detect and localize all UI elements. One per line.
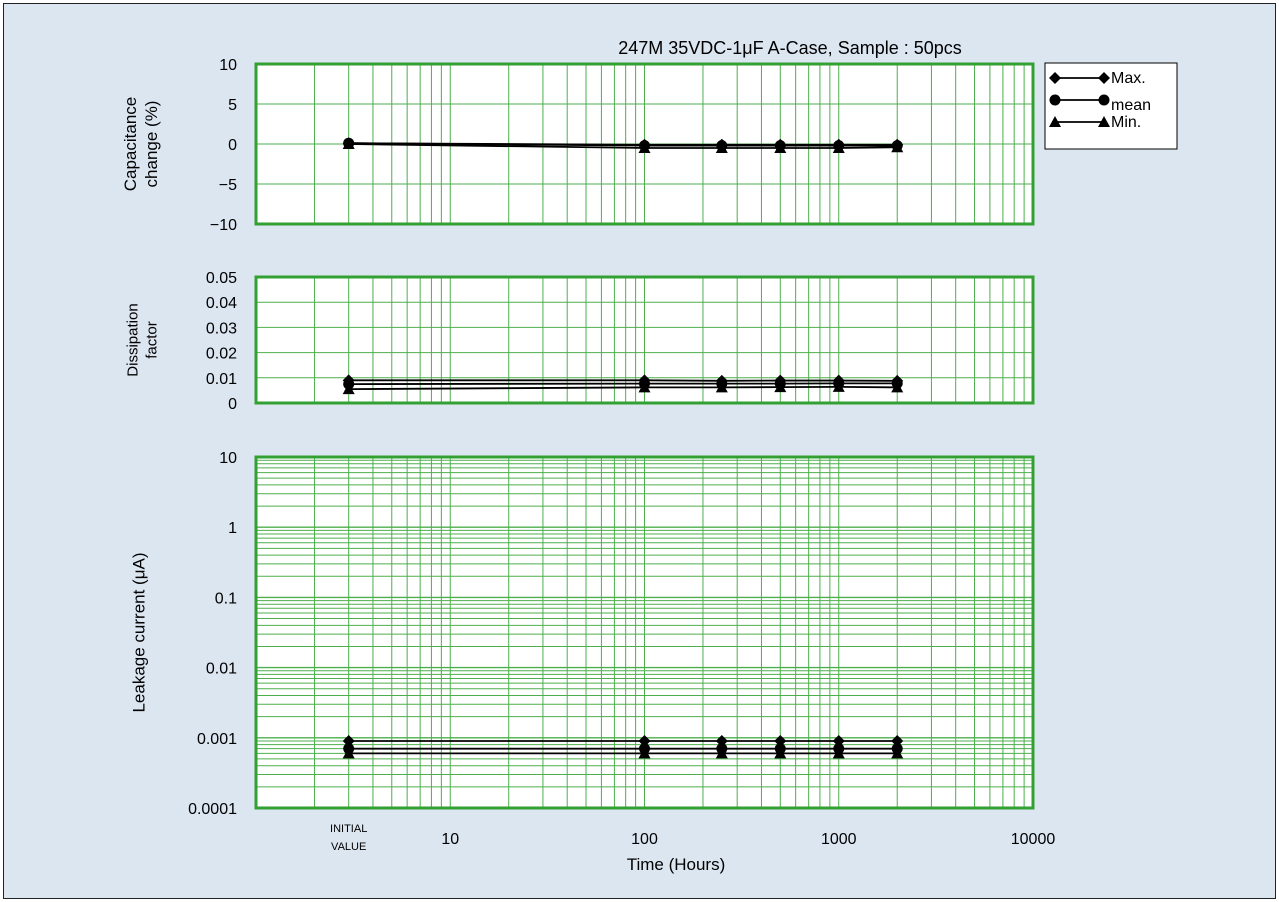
min-marker [774,381,787,393]
min-marker [891,747,904,759]
min-marker [638,142,651,153]
max-marker [638,735,651,748]
min-marker [342,383,355,395]
min-marker [891,141,904,153]
y-tick-label: 0 [228,137,237,154]
y-tick-label: 5 [228,97,237,114]
max-marker [1049,72,1061,84]
legend-label: mean [1111,97,1151,114]
min-marker [638,381,651,393]
min-marker [832,747,845,759]
mean-marker [1098,94,1110,106]
plot-border [254,275,1035,405]
x-tick-label: 10000 [1011,831,1056,848]
min-marker [715,142,728,153]
y-tick-label: 0.0001 [188,801,237,818]
y-tick-label: 0.05 [206,270,237,287]
min-marker [638,747,651,759]
min-marker [832,380,845,392]
y-tick-label: 0.01 [206,661,237,678]
y-axis-label: factor [143,321,160,359]
x-tick-label: 1000 [821,831,857,848]
y-tick-label: −5 [219,177,237,194]
x-tick-label: INITIAL [330,823,367,835]
y-axis-label: change (%) [142,101,161,188]
series-line [348,385,898,391]
series-line [348,379,898,382]
chart-frame: 10 5 0 −5 −10 Capacitance change (%) 0.05 0.04 0.… [3,3,1276,899]
x-axis-label: Time (Hours) [627,855,726,874]
y-tick-label: 0.04 [206,295,237,312]
y-tick-label: 10 [219,57,237,74]
min-marker [342,747,355,759]
max-marker [891,735,904,748]
y-tick-label: 0 [228,396,237,413]
legend-label: Max. [1111,70,1146,87]
x-tick-label: VALUE [331,841,366,853]
y-tick-label: 0.1 [215,590,237,607]
min-marker [715,747,728,759]
y-tick-label: 0.03 [206,320,237,337]
y-tick-label: 10 [219,450,237,467]
series-line [348,382,898,386]
x-tick-label: 10 [441,831,459,848]
min-marker [774,142,787,153]
min-marker [832,142,845,153]
max-marker [1098,72,1110,84]
min-marker [1049,116,1061,127]
mean-marker [1049,94,1061,106]
y-tick-label: 0.02 [206,346,237,363]
min-marker [891,381,904,393]
y-tick-label: 0.001 [197,731,237,748]
plot-border [254,62,1035,226]
chart-title: 247M 35VDC-1μF A-Case, Sample : 50pcs [618,38,962,58]
min-marker [1098,116,1110,127]
y-axis-label: Dissipation [124,303,141,376]
y-axis-label: Leakage current (μA) [129,552,148,712]
plot-border [254,455,1035,810]
y-tick-label: 1 [228,520,237,537]
y-tick-label: 0.01 [206,371,237,388]
x-tick-label: 100 [631,831,658,848]
legend-label: Min. [1111,114,1141,131]
min-marker [342,138,355,149]
y-axis-label: Capacitance [121,97,140,192]
max-marker [715,735,728,748]
min-marker [774,747,787,759]
y-tick-label: −10 [210,217,237,234]
max-marker [774,735,787,748]
max-marker [832,735,845,748]
max-marker [342,735,355,748]
series-line [348,142,898,147]
series-line [348,143,898,149]
min-marker [715,381,728,393]
